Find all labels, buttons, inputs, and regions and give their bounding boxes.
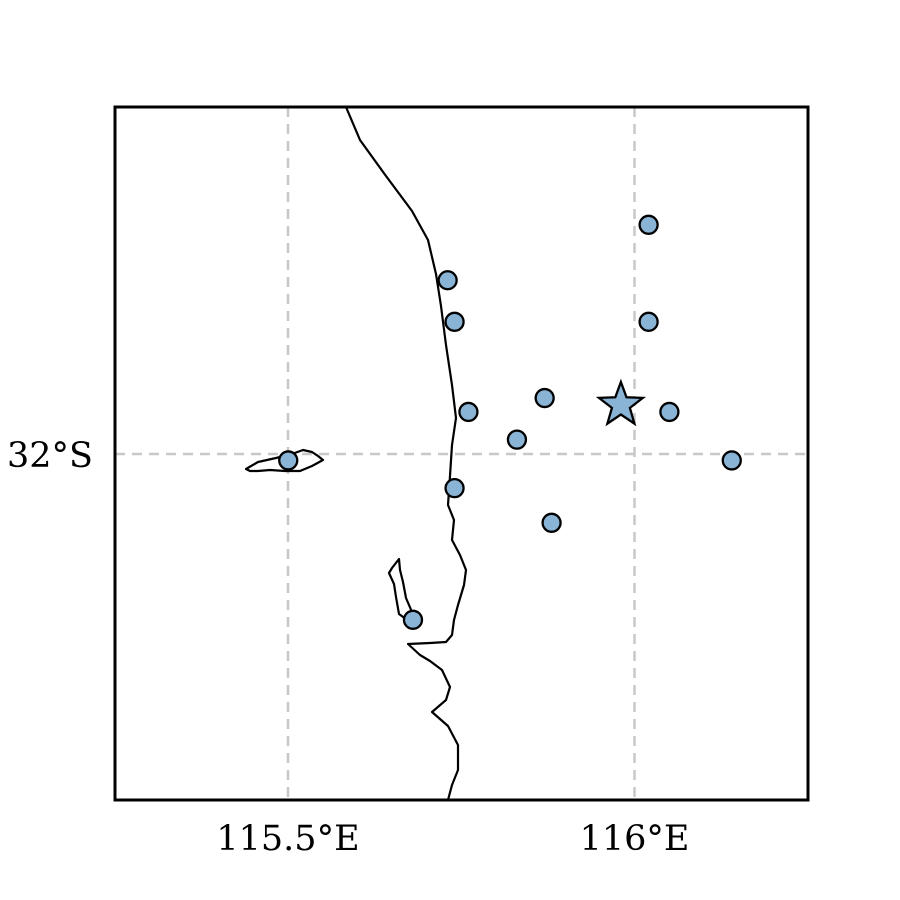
station-marker-10	[721, 450, 742, 471]
map-frame	[113, 105, 810, 802]
station-marker-11	[444, 477, 465, 499]
tick-label-lon-116: 116°E	[580, 819, 690, 859]
station-marker-7	[458, 401, 479, 423]
station-markers	[278, 214, 742, 630]
station-marker-8	[506, 429, 528, 450]
epicenter-star-marker	[595, 378, 647, 427]
station-marker-4	[444, 311, 465, 332]
tick-label-lon-115-5: 115.5°E	[216, 819, 359, 859]
station-marker-9	[278, 450, 299, 471]
station-marker-1	[638, 214, 659, 235]
tick-label-lat-32s: 32°S	[7, 436, 93, 476]
station-marker-5	[534, 387, 555, 409]
epicenter-layer	[595, 378, 647, 427]
coastline-mainland	[344, 106, 468, 801]
station-marker-12	[541, 512, 562, 533]
station-marker-6	[659, 401, 680, 423]
station-marker-3	[437, 270, 458, 291]
station-marker-13	[402, 609, 424, 630]
station-marker-2	[638, 311, 659, 332]
